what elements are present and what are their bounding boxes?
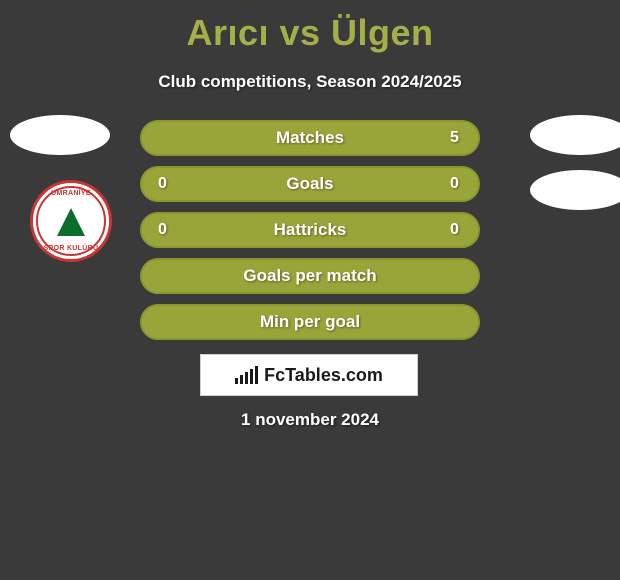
page-title: Arıcı vs Ülgen <box>0 0 620 54</box>
stat-label: Goals <box>286 174 333 194</box>
stat-right-value: 5 <box>450 129 462 147</box>
stat-row-goals-per-match: Goals per match <box>140 258 480 294</box>
stat-row-hattricks: 0 Hattricks 0 <box>140 212 480 248</box>
stat-row-min-per-goal: Min per goal <box>140 304 480 340</box>
date-label: 1 november 2024 <box>0 410 620 430</box>
player-avatar-right-1 <box>530 115 620 155</box>
stat-label: Hattricks <box>274 220 347 240</box>
stat-left-value: 0 <box>158 221 170 239</box>
stat-left-value: 0 <box>158 175 170 193</box>
stat-row-goals: 0 Goals 0 <box>140 166 480 202</box>
stat-label: Goals per match <box>243 266 376 286</box>
stats-container: Matches 5 0 Goals 0 0 Hattricks 0 Goals … <box>140 120 480 350</box>
club-badge-top-text: ÜMRANİYE <box>51 190 91 197</box>
player-avatar-right-2 <box>530 170 620 210</box>
stat-row-matches: Matches 5 <box>140 120 480 156</box>
brand-badge[interactable]: FcTables.com <box>200 354 418 396</box>
tree-icon <box>57 208 85 236</box>
stat-right-value: 0 <box>450 221 462 239</box>
club-badge: ÜMRANİYE SPOR KULÜBÜ <box>30 180 112 262</box>
stat-label: Matches <box>276 128 344 148</box>
stat-label: Min per goal <box>260 312 360 332</box>
club-badge-bottom-text: SPOR KULÜBÜ <box>44 245 99 252</box>
bars-icon <box>235 366 258 384</box>
player-avatar-left <box>10 115 110 155</box>
page-subtitle: Club competitions, Season 2024/2025 <box>0 72 620 92</box>
stat-right-value: 0 <box>450 175 462 193</box>
brand-name: FcTables.com <box>264 365 383 386</box>
